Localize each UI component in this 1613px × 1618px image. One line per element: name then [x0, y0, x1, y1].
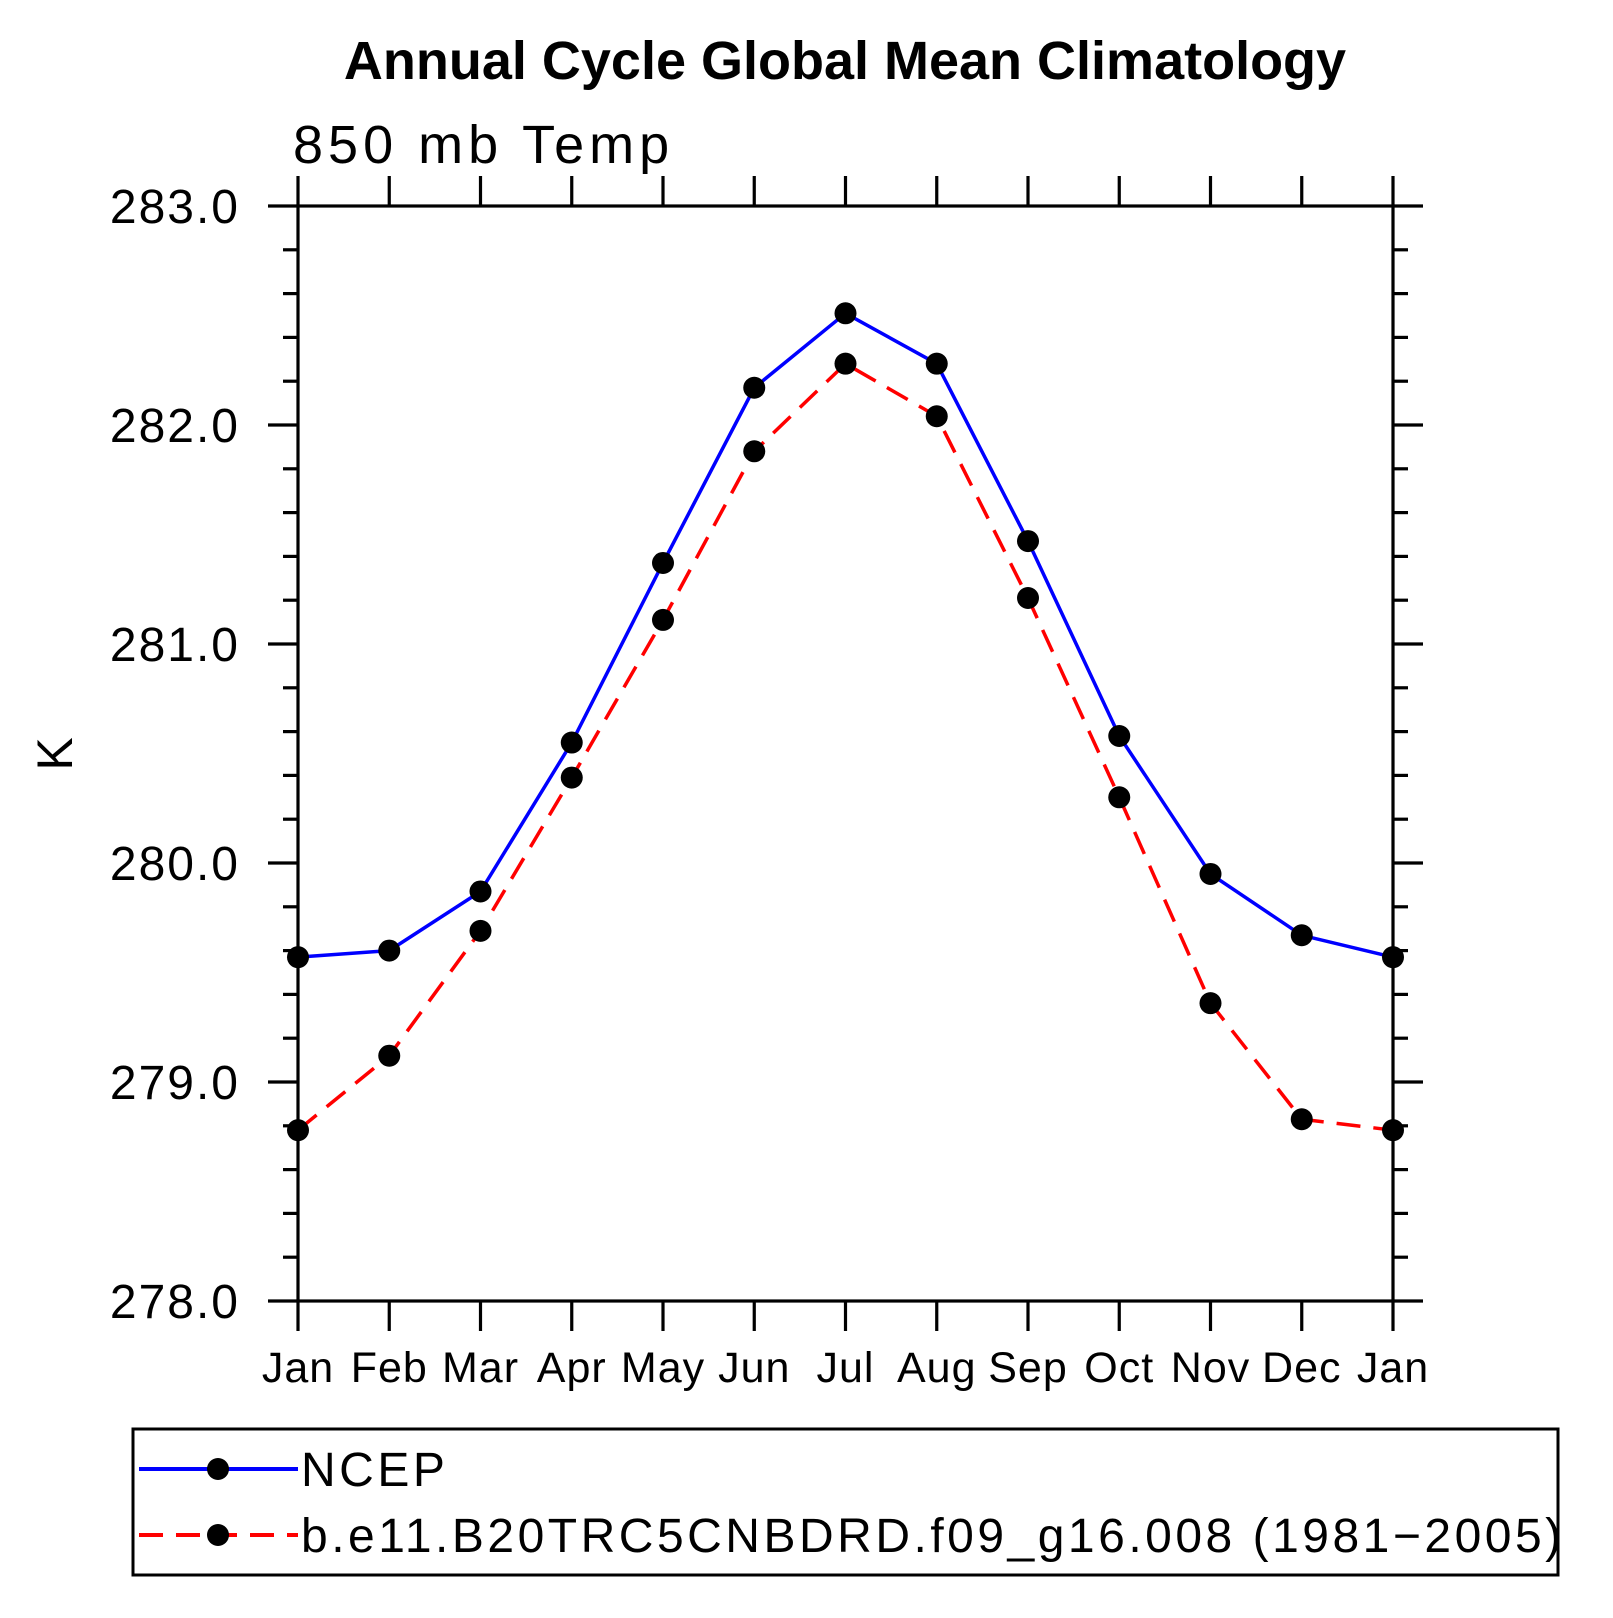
model-data-point-marker — [1017, 587, 1039, 610]
chart-title: Annual Cycle Global Mean Climatology — [344, 31, 1346, 91]
model-line — [296, 361, 1394, 1132]
model-data-point-marker — [1382, 1119, 1404, 1142]
model-data-point-marker — [652, 608, 674, 631]
chart-subtitle: 850 mb Temp — [293, 115, 674, 175]
x-tick-label: Oct — [1084, 1344, 1154, 1392]
legend-item-ncep: NCEP — [139, 1444, 448, 1497]
x-tick-label: Nov — [1171, 1344, 1250, 1392]
x-tick-label: Jul — [817, 1344, 875, 1392]
y-tick-label: 279.0 — [110, 1057, 240, 1110]
legend-border — [131, 1427, 1560, 1577]
ncep-data-point-marker — [378, 939, 401, 962]
ncep-data-point-marker — [652, 551, 674, 574]
model-data-point-marker — [560, 766, 583, 789]
ncep-data-point-marker — [469, 880, 492, 903]
x-tick-label: May — [621, 1344, 705, 1392]
model-data-point-marker — [743, 440, 766, 463]
x-tick-label: Dec — [1262, 1344, 1341, 1392]
x-tick-label: Feb — [351, 1344, 428, 1392]
legend-item-model: b.e11.B20TRC5CNBDRD.f09_g16.008 (1981−20… — [139, 1510, 1565, 1563]
model-data-point-marker — [287, 1119, 309, 1142]
y-axis-label: K — [27, 737, 83, 770]
y-tick-label: 278.0 — [110, 1276, 240, 1329]
ncep-data-point-marker — [560, 731, 583, 754]
legend-box: NCEP b.e11.B20TRC5CNBDRD.f09_g16.008 (19… — [131, 1427, 1565, 1577]
ncep-data-point-marker — [834, 302, 857, 325]
model-data-point-marker — [1290, 1108, 1313, 1131]
model-data-point-marker — [834, 352, 857, 375]
x-tick-label: Mar — [442, 1344, 519, 1392]
ncep-data-point-marker — [1290, 924, 1313, 947]
x-tick-label: Jan — [262, 1344, 334, 1392]
y-tick-label: 281.0 — [110, 619, 240, 672]
x-tick-label: Sep — [988, 1344, 1068, 1392]
ncep-data-point-marker — [925, 352, 948, 375]
legend-label-model: b.e11.B20TRC5CNBDRD.f09_g16.008 (1981−20… — [301, 1510, 1565, 1563]
ncep-line — [297, 311, 1394, 959]
x-tick-label: Apr — [537, 1344, 607, 1392]
x-tick-label: Jan — [1357, 1344, 1429, 1392]
axes: 283.0 282.0 281.0 280.0 279.0 278.0 Jan Feb Mar A… — [110, 176, 1429, 1392]
model-data-point-marker — [1108, 786, 1131, 809]
ncep-data-point-marker — [1382, 946, 1404, 969]
legend-marker-ncep — [207, 1458, 229, 1480]
y-tick-label: 283.0 — [110, 181, 240, 234]
model-data-point-marker — [1199, 992, 1222, 1015]
x-tick-label: Aug — [897, 1344, 977, 1392]
ncep-data-point-marker — [1017, 530, 1039, 553]
y-tick-label: 282.0 — [110, 400, 240, 453]
legend-label-ncep: NCEP — [301, 1444, 448, 1497]
model-data-point-marker — [469, 919, 492, 942]
legend-marker-model — [207, 1524, 229, 1546]
data-series — [287, 302, 1404, 1142]
ncep-data-point-marker — [287, 946, 309, 969]
model-data-point-marker — [925, 405, 948, 428]
y-tick-label: 280.0 — [110, 838, 240, 891]
model-data-point-marker — [378, 1044, 401, 1067]
x-tick-label: Jun — [718, 1344, 790, 1392]
ncep-data-point-marker — [743, 376, 766, 399]
ncep-data-point-marker — [1199, 862, 1222, 885]
ncep-data-point-marker — [1108, 724, 1131, 747]
